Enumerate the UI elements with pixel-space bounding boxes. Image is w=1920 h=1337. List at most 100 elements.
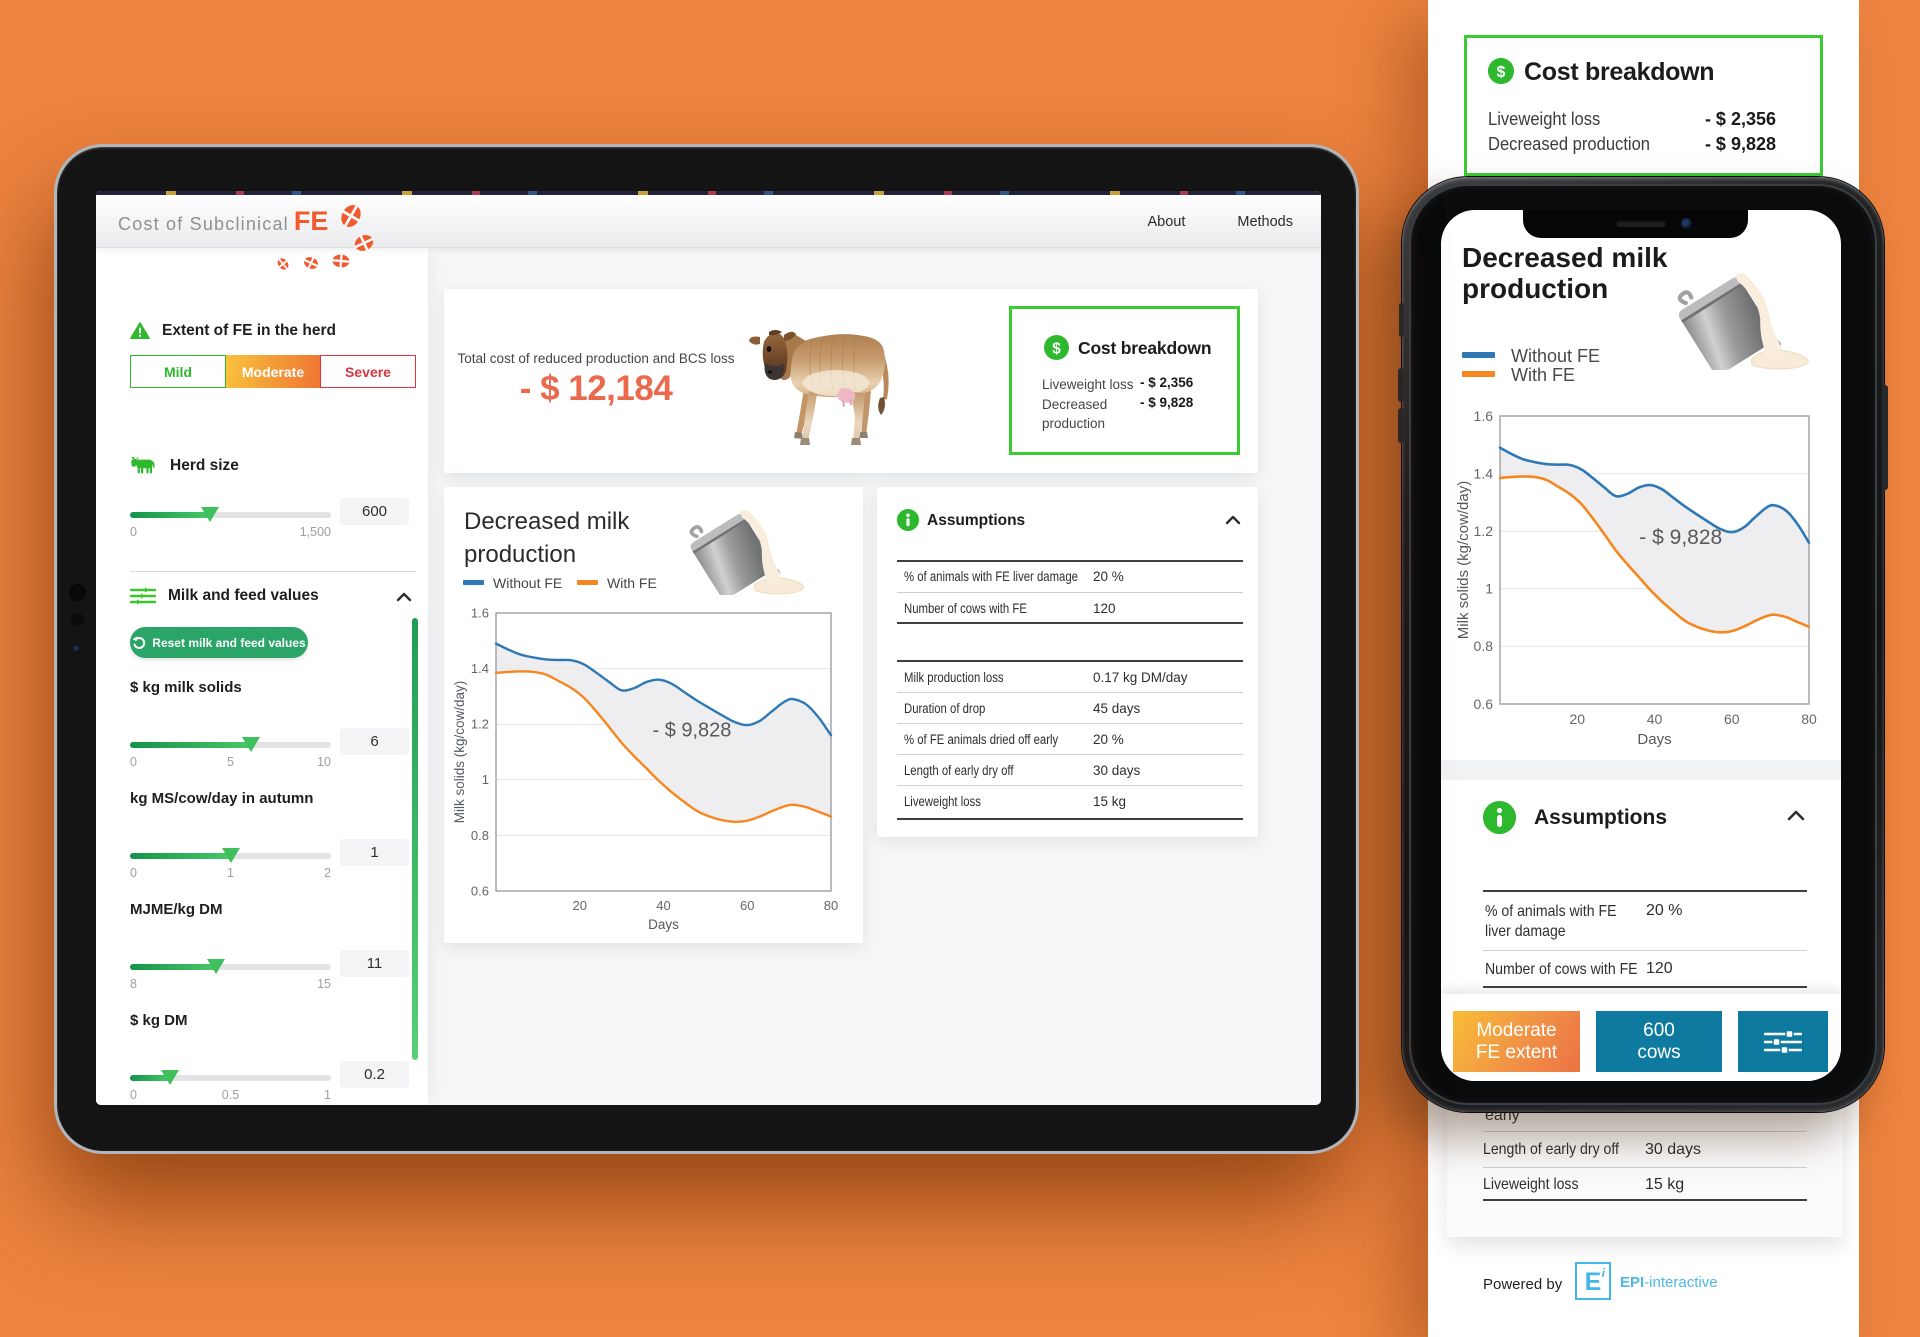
phone-volume-down-button [1398,408,1404,443]
tablet-screen: Cost of Subclinical FE [96,191,1321,1105]
herd-size-slider-thumb[interactable] [201,507,220,522]
svg-text:40: 40 [656,898,670,913]
assumptions-table-fe: % of animals with FE liver damage 20 % N… [897,560,1243,624]
milk-can-icon [1669,272,1829,375]
mobile-cost-breakdown-title: Cost breakdown [1524,58,1715,86]
svg-text:20: 20 [1569,711,1585,727]
fe-extent-button[interactable]: Moderate FE extent [1453,1011,1580,1072]
herd-size-value[interactable]: 600 [340,498,409,525]
herd-size-slider-track[interactable] [130,507,331,522]
milk-feed-settings-button[interactable] [1738,1011,1828,1072]
slider-value[interactable]: 6 [340,728,409,755]
dollar-icon: $ [1488,58,1514,84]
milk-production-card: Decreased milk production Without FE Wit… [444,487,863,943]
cost-breakdown-card: $ Cost breakdown Liveweight loss - $ 2,3… [1009,306,1240,455]
fe-extent-section-header: Extent of FE in the herd [130,322,336,340]
assumptions-card: Assumptions % of animals with FE liver d… [877,487,1258,837]
svg-text:0.6: 0.6 [471,883,489,898]
legend-swatch-blue [463,580,484,585]
slider-track[interactable] [130,848,331,863]
slider-thumb[interactable] [161,1070,180,1085]
chevron-up-icon[interactable] [396,592,412,602]
mobile-assumption-row: Length of early dry off 30 days [1483,1141,1702,1158]
info-icon [897,509,919,531]
info-icon [1483,801,1516,834]
warning-icon [130,322,150,339]
mjme-slider: 11 8 15 [130,950,416,991]
table-border [1483,1199,1807,1201]
browser-top-strip [96,191,1321,195]
svg-text:1.4: 1.4 [1474,465,1494,481]
fe-extent-option-severe[interactable]: Severe [320,355,416,388]
autumn-ms-slider: 1 0 1 2 [130,839,416,880]
herd-size-slider: 600 0 1,500 [130,498,416,539]
svg-text:$: $ [1052,340,1061,357]
sidebar-scrollbar[interactable] [412,618,418,1060]
divider [130,571,416,572]
slider-label: $ kg milk solids [130,679,242,696]
main-content: Total cost of reduced production and BCS… [428,248,1321,1105]
svg-text:- $ 9,828: - $ 9,828 [1639,526,1722,549]
app-logo[interactable]: Cost of Subclinical FE [118,206,329,236]
legend-swatch-orange [577,580,598,585]
phone-speaker [1616,220,1666,227]
assumptions-table-production: Milk production loss 0.17 kg DM/day Dura… [897,660,1243,820]
svg-text:40: 40 [1647,711,1663,727]
phone-power-button [1882,385,1888,490]
phone-chart-title: Decreased milk production [1462,242,1668,304]
svg-text:60: 60 [740,898,754,913]
epi-interactive-link[interactable]: EPI-interactive [1620,1274,1718,1291]
herd-size-button[interactable]: 600 cows [1596,1011,1722,1072]
chevron-up-icon[interactable] [1787,810,1805,821]
nav-methods[interactable]: Methods [1237,213,1293,230]
slider-thumb[interactable] [207,959,226,974]
nav-about[interactable]: About [1147,213,1186,230]
slider-value[interactable]: 11 [340,950,409,977]
svg-text:$: $ [1497,64,1506,81]
phone-mockup: Decreased milk production Without FE Wit… [1398,177,1888,1112]
svg-text:20: 20 [573,898,587,913]
sliders-icon [130,587,156,605]
cost-breakdown-title: Cost breakdown [1078,338,1212,358]
svg-text:Milk solids (kg/cow/day): Milk solids (kg/cow/day) [1455,481,1472,639]
sliders-icon [1764,1029,1802,1054]
svg-text:Milk solids (kg/cow/day): Milk solids (kg/cow/day) [452,681,467,824]
milk-can-icon [682,509,822,600]
fe-extent-option-mild[interactable]: Mild [130,355,226,388]
cow-icon [131,456,155,474]
phone-mute-switch [1399,303,1404,337]
divider [1483,1131,1807,1132]
app-header: Cost of Subclinical FE [96,195,1321,270]
chevron-up-icon[interactable] [1225,515,1241,525]
svg-text:1.6: 1.6 [471,605,489,620]
svg-text:1: 1 [482,772,489,787]
svg-text:1.4: 1.4 [471,661,489,676]
slider-track[interactable] [130,1070,331,1085]
phone-front-camera [1681,218,1693,230]
slider-track[interactable] [130,959,331,974]
undo-icon [132,635,146,649]
slider-thumb[interactable] [241,737,260,752]
divider [1483,1167,1807,1168]
slider-label: $ kg DM [130,1012,188,1029]
slider-value[interactable]: 1 [340,839,409,866]
reset-milk-feed-button[interactable]: Reset milk and feed values [130,627,308,658]
total-cost-value: - $ 12,184 [519,369,673,408]
slider-thumb[interactable] [221,848,240,863]
fe-extent-option-moderate[interactable]: Moderate [226,355,320,388]
svg-text:Days: Days [648,917,679,932]
tablet-milk-production-chart: 1.6 1.4 1.2 1 0.8 0.6 20 40 60 80 Days Milk solids … [452,605,838,932]
phone-volume-up-button [1398,368,1404,402]
milk-feed-section-header: Milk and feed values [130,587,319,605]
svg-text:80: 80 [1801,711,1817,727]
epi-logo[interactable]: E i [1575,1262,1611,1300]
slider-track[interactable] [130,737,331,752]
total-cost-label: Total cost of reduced production and BCS… [457,351,735,366]
phone-bottom-action-bar: Moderate FE extent 600 cows [1441,994,1841,1081]
phone-assumptions-title: Assumptions [1534,806,1668,829]
tablet-camera [69,584,86,601]
svg-text:- $ 9,828: - $ 9,828 [652,720,731,742]
powered-by-label: Powered by [1483,1276,1563,1293]
slider-value[interactable]: 0.2 [340,1061,409,1088]
